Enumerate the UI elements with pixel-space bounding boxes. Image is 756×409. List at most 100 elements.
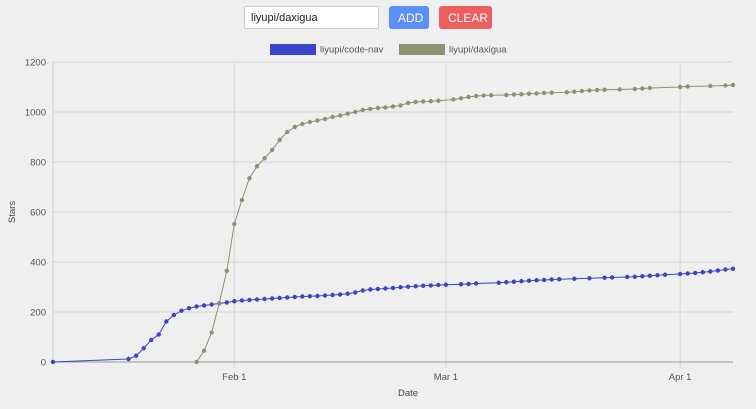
data-point [519, 279, 524, 284]
y-tick-label: 400 [30, 258, 46, 269]
data-point [526, 278, 532, 283]
data-point [315, 293, 320, 299]
data-point [315, 118, 320, 123]
data-point [269, 296, 275, 301]
data-point [405, 100, 411, 106]
data-point [693, 270, 698, 276]
data-point [398, 285, 403, 290]
data-point [300, 294, 305, 299]
data-point [292, 294, 297, 300]
data-point [201, 303, 207, 308]
y-tick-label: 0 [41, 358, 46, 369]
data-point [443, 282, 449, 287]
data-point [708, 269, 713, 274]
data-point [730, 82, 736, 88]
data-point [353, 290, 358, 295]
data-point [375, 105, 381, 111]
legend-label: liyupi/daxigua [449, 45, 507, 56]
data-point [262, 296, 267, 302]
add-button[interactable]: ADD [389, 6, 429, 29]
data-point [375, 286, 381, 292]
data-point [428, 99, 433, 104]
data-point [50, 359, 56, 365]
data-point [254, 297, 260, 302]
data-point [421, 99, 426, 104]
clear-button[interactable]: CLEAR [439, 6, 492, 29]
data-point [141, 346, 146, 351]
data-point [723, 83, 728, 88]
data-point [549, 90, 554, 95]
data-point [337, 292, 343, 297]
data-point [526, 91, 532, 96]
data-point [360, 107, 365, 113]
data-point [224, 300, 229, 305]
data-point [632, 86, 637, 92]
data-point [609, 275, 615, 280]
data-point [247, 176, 252, 181]
x-axis-title: Date [398, 388, 418, 399]
y-axis-title: Stars [7, 201, 18, 223]
data-point [655, 273, 660, 278]
data-point [201, 348, 207, 353]
y-tick-label: 1200 [25, 58, 46, 69]
data-point [368, 287, 373, 292]
data-point [496, 280, 501, 285]
data-point [285, 295, 290, 300]
data-point [353, 109, 358, 115]
data-point [307, 294, 313, 299]
data-point [436, 282, 441, 288]
data-point [194, 359, 199, 365]
data-point [549, 277, 554, 282]
data-point [232, 221, 237, 227]
data-point [383, 105, 388, 110]
data-point [330, 114, 335, 120]
data-point [277, 295, 282, 301]
x-tick-label: Mar 1 [434, 372, 458, 383]
y-tick-label: 600 [30, 208, 46, 219]
data-point [466, 94, 471, 100]
data-point [541, 277, 547, 283]
data-point [473, 281, 479, 286]
data-point [587, 276, 592, 281]
data-point [209, 330, 214, 335]
data-point [602, 87, 607, 92]
data-point [330, 292, 335, 298]
data-point [413, 284, 418, 289]
data-point [254, 164, 260, 169]
data-point [677, 84, 683, 90]
data-point [368, 106, 373, 112]
data-point [164, 319, 169, 324]
data-point [572, 276, 577, 281]
data-point [345, 291, 350, 296]
data-point [390, 104, 396, 109]
data-point [171, 312, 177, 318]
data-point [239, 298, 245, 303]
data-point [594, 87, 600, 93]
data-point [269, 147, 275, 153]
repo-input[interactable] [244, 6, 379, 29]
data-point [473, 93, 479, 99]
data-point [617, 87, 622, 92]
data-point [700, 270, 705, 275]
data-point [300, 121, 305, 127]
data-point [383, 286, 388, 291]
data-point [730, 266, 736, 271]
data-point [511, 279, 517, 284]
x-tick-label: Apr 1 [669, 372, 692, 383]
data-point [715, 268, 721, 273]
data-point [277, 137, 282, 143]
data-point [149, 337, 154, 343]
data-point [534, 91, 539, 96]
data-point [458, 96, 464, 101]
series-line-code-nav [52, 268, 734, 363]
data-point [466, 281, 471, 287]
data-point [587, 88, 592, 93]
data-point [564, 90, 569, 95]
data-point [232, 299, 237, 304]
data-point [322, 116, 328, 122]
data-point [541, 90, 547, 96]
data-point [285, 129, 290, 135]
data-point [360, 288, 365, 293]
data-point [262, 156, 267, 161]
